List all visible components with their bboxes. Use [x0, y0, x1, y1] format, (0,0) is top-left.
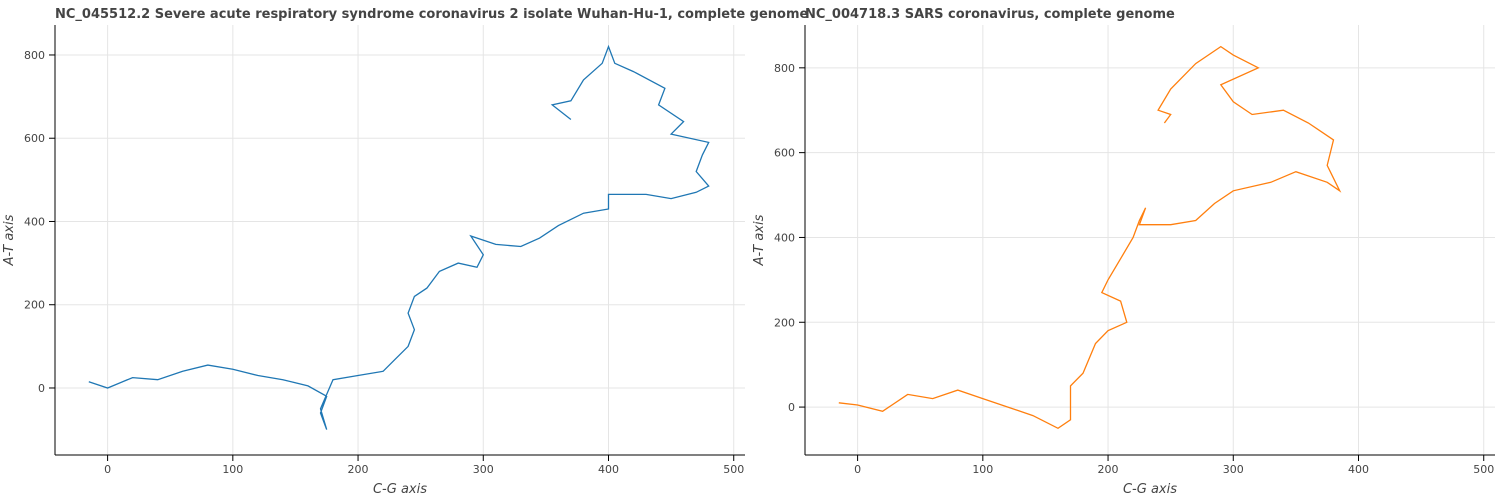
- y-tick-label: 600: [24, 132, 45, 145]
- chart-title: NC_004718.3 SARS coronavirus, complete g…: [805, 7, 1175, 22]
- x-tick-label: 200: [1098, 463, 1119, 476]
- data-line: [838, 45, 1342, 430]
- x-tick-label: 200: [348, 463, 369, 476]
- x-axis-label: C-G axis: [1123, 482, 1177, 497]
- y-tick-label: 200: [24, 299, 45, 312]
- x-tick-label: 300: [1223, 463, 1244, 476]
- y-tick-label: 400: [774, 231, 795, 244]
- y-tick-label: 400: [24, 215, 45, 228]
- plot: NC_045512.2 Severe acute respiratory syn…: [2, 7, 809, 497]
- x-tick-label: 0: [854, 463, 861, 476]
- x-axis-label: C-G axis: [373, 482, 427, 497]
- y-tick-label: 600: [774, 147, 795, 160]
- x-tick-label: 100: [972, 463, 993, 476]
- y-axis-label: A-T axis: [752, 214, 767, 266]
- y-tick-label: 800: [774, 62, 795, 75]
- x-tick-label: 400: [598, 463, 619, 476]
- x-tick-label: 400: [1348, 463, 1369, 476]
- y-tick-label: 200: [774, 316, 795, 329]
- data-line: [88, 44, 710, 430]
- x-tick-label: 0: [104, 463, 111, 476]
- x-tick-label: 100: [222, 463, 243, 476]
- chart-title: NC_045512.2 Severe acute respiratory syn…: [55, 7, 809, 22]
- y-tick-label: 0: [38, 382, 45, 395]
- plot: NC_004718.3 SARS coronavirus, complete g…: [752, 7, 1495, 497]
- y-tick-label: 800: [24, 49, 45, 62]
- x-tick-label: 500: [723, 463, 744, 476]
- x-tick-label: 300: [473, 463, 494, 476]
- y-axis-label: A-T axis: [2, 214, 17, 266]
- x-tick-label: 500: [1473, 463, 1494, 476]
- y-tick-label: 0: [788, 401, 795, 414]
